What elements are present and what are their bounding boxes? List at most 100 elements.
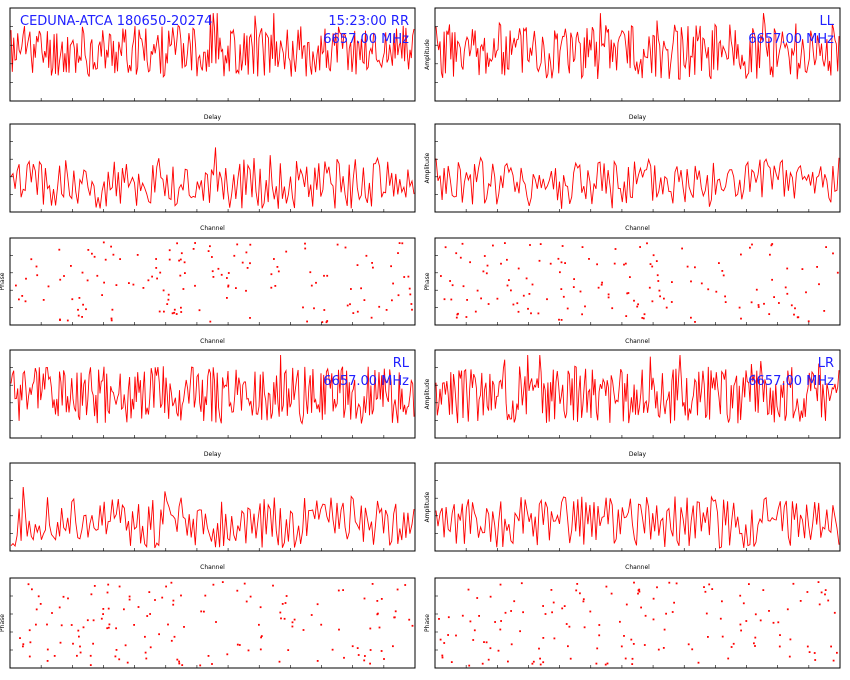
phase-point bbox=[411, 308, 413, 311]
y-axis-label: Amplitude bbox=[424, 378, 431, 409]
phase-point bbox=[613, 262, 616, 265]
phase-point bbox=[513, 600, 516, 603]
plot-frame bbox=[434, 462, 841, 552]
phase-point bbox=[274, 285, 277, 287]
phase-point bbox=[172, 599, 175, 602]
phase-point bbox=[770, 244, 773, 247]
phase-point bbox=[606, 662, 609, 665]
phase-point bbox=[101, 294, 103, 296]
phase-point bbox=[410, 303, 413, 305]
phase-point bbox=[25, 277, 27, 280]
phase-point bbox=[39, 603, 42, 605]
phase-point bbox=[817, 581, 820, 583]
phase-point bbox=[778, 302, 780, 304]
phase-point bbox=[106, 627, 109, 630]
phase-point bbox=[474, 310, 477, 313]
phase-point bbox=[668, 581, 671, 584]
phase-point bbox=[742, 602, 745, 605]
phase-point bbox=[408, 287, 411, 290]
phase-point bbox=[103, 281, 105, 284]
phase-point bbox=[29, 641, 32, 644]
phase-point bbox=[589, 610, 592, 613]
phase-point bbox=[156, 277, 158, 280]
phase-point bbox=[652, 254, 655, 257]
phase-point bbox=[70, 624, 73, 626]
phase-point bbox=[404, 584, 407, 586]
phase-point bbox=[711, 588, 714, 590]
phase-point bbox=[469, 261, 471, 264]
phase-point bbox=[638, 590, 641, 593]
phase-point bbox=[754, 636, 757, 639]
phase-point bbox=[724, 301, 727, 303]
phase-point bbox=[786, 267, 789, 270]
phase-point bbox=[506, 258, 508, 261]
plot-frame bbox=[434, 349, 841, 439]
phase-point bbox=[149, 646, 152, 649]
plot-frame bbox=[434, 237, 841, 326]
phase-point bbox=[459, 256, 462, 259]
phase-point bbox=[790, 304, 793, 307]
phase-point bbox=[643, 313, 646, 316]
phase-point bbox=[82, 303, 84, 306]
phase-point bbox=[718, 262, 720, 264]
phase-point bbox=[107, 607, 110, 610]
phase-point bbox=[579, 592, 581, 595]
phase-point bbox=[469, 620, 472, 623]
phase-point bbox=[542, 605, 544, 607]
phase-point bbox=[277, 270, 280, 273]
phase-point bbox=[249, 595, 252, 598]
phase-point bbox=[657, 648, 660, 651]
phase-point bbox=[808, 651, 811, 653]
phase-point bbox=[21, 295, 24, 297]
phase-point bbox=[36, 274, 39, 277]
phase-point bbox=[813, 652, 816, 654]
phase-point bbox=[24, 300, 27, 303]
phase-point bbox=[72, 642, 74, 645]
phase-point bbox=[607, 296, 610, 299]
phase-point bbox=[372, 266, 374, 269]
phase-point bbox=[568, 625, 571, 628]
phase-point bbox=[107, 583, 110, 586]
x-axis-label: Channel bbox=[200, 564, 225, 571]
phase-point bbox=[383, 658, 385, 660]
phase-point bbox=[119, 258, 121, 260]
amplitude-trace bbox=[10, 486, 415, 549]
phase-point bbox=[768, 610, 770, 612]
phase-point bbox=[657, 280, 660, 282]
phase-point bbox=[763, 302, 765, 305]
amplitude-trace bbox=[435, 13, 840, 80]
phase-point bbox=[245, 600, 248, 603]
phase-point bbox=[209, 245, 211, 248]
phase-point bbox=[146, 615, 149, 617]
phase-point bbox=[313, 307, 315, 310]
phase-point bbox=[217, 267, 220, 270]
phase-point bbox=[443, 298, 446, 301]
phase-point bbox=[369, 649, 372, 651]
phase-point bbox=[249, 317, 251, 319]
source-label: CEDUNA-ATCA 180650-20274 bbox=[20, 14, 212, 29]
phase-point bbox=[605, 585, 608, 588]
phase-point bbox=[363, 597, 366, 600]
phase-point bbox=[730, 646, 733, 648]
phase-point bbox=[510, 643, 513, 646]
phase-point bbox=[700, 282, 703, 285]
phase-point bbox=[807, 320, 810, 323]
phase-point bbox=[748, 583, 750, 585]
phase-point bbox=[455, 634, 457, 637]
phase-point bbox=[569, 657, 572, 660]
phase-point bbox=[245, 251, 248, 254]
phase-point bbox=[42, 299, 45, 301]
frequency-label: 6657.00 MHz bbox=[323, 32, 409, 47]
phase-point bbox=[236, 589, 239, 592]
phase-point bbox=[447, 616, 450, 619]
phase-point bbox=[173, 635, 176, 638]
phase-point bbox=[830, 645, 832, 648]
x-axis-label: Channel bbox=[200, 338, 225, 345]
phase-point bbox=[376, 613, 379, 616]
phase-point bbox=[449, 280, 451, 282]
y-axis-label: Amplitude bbox=[424, 491, 431, 522]
phase-point bbox=[212, 583, 215, 586]
phase-point bbox=[211, 270, 214, 273]
phase-point bbox=[236, 243, 239, 246]
phase-point bbox=[715, 290, 718, 293]
